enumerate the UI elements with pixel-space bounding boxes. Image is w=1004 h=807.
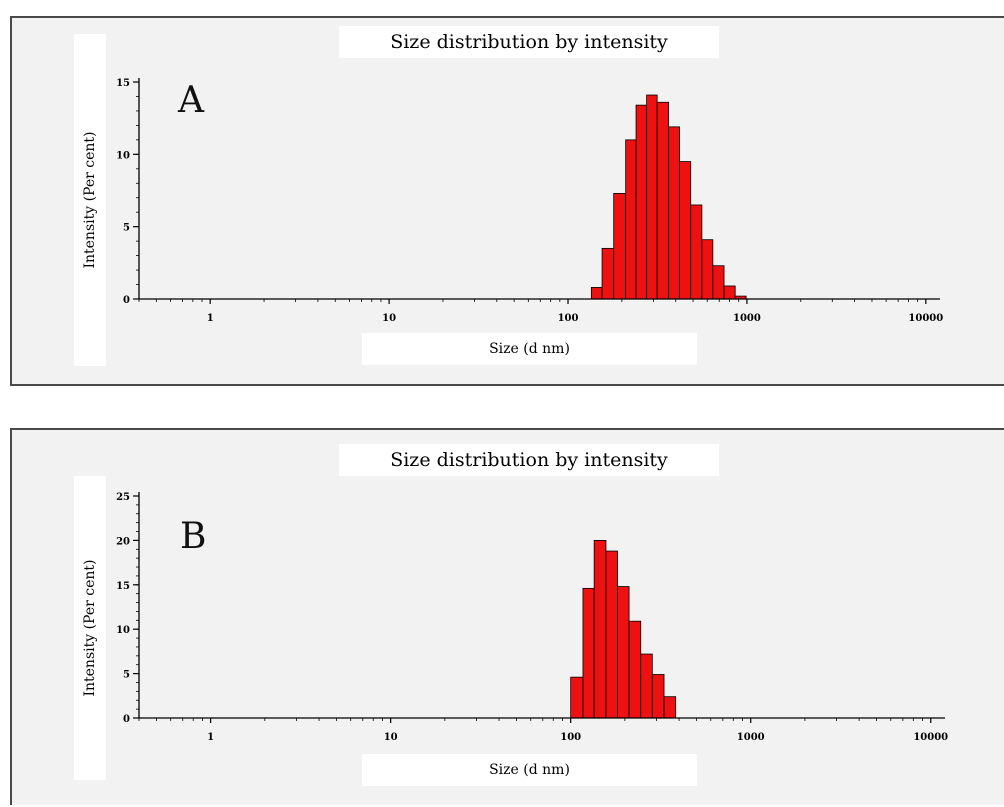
bar xyxy=(690,204,703,300)
x-tick-label: 1000 xyxy=(737,732,765,743)
y-tick-label: 25 xyxy=(116,492,130,503)
bar xyxy=(605,550,618,719)
bar xyxy=(593,540,607,719)
x-tick-label: 1000 xyxy=(733,313,761,324)
bar xyxy=(651,674,665,719)
x-tick-label: 1 xyxy=(207,313,214,324)
y-tick-label: 20 xyxy=(116,536,130,547)
x-axis-label: Size (d nm) xyxy=(362,754,697,786)
y-axis-label-box: Intensity (Per cent) xyxy=(74,476,106,780)
bar xyxy=(701,239,714,300)
x-tick-label: 10 xyxy=(382,313,396,324)
y-tick-label: 0 xyxy=(123,295,130,306)
bar xyxy=(617,586,630,719)
bar xyxy=(635,104,648,300)
plot-area: 0 5 10 15 20 25 1 10 100 1000 10000 xyxy=(116,492,948,743)
bar xyxy=(625,139,637,300)
bar xyxy=(668,126,680,300)
bar xyxy=(628,620,642,719)
y-tick-label: 10 xyxy=(116,625,130,636)
bar xyxy=(656,101,670,300)
y-tick-label: 0 xyxy=(123,714,130,725)
bar xyxy=(590,287,603,300)
bar xyxy=(663,696,677,719)
plot-area: 0 5 10 15 1 10 100 1000 10000 xyxy=(116,78,943,324)
chart-title: Size distribution by intensity xyxy=(339,26,719,58)
x-tick-label: 1 xyxy=(207,732,214,743)
bar xyxy=(601,247,615,300)
chart-panel-b: Size distribution by intensity Intensity… xyxy=(10,428,1004,805)
x-tick-label: 100 xyxy=(558,313,579,324)
x-axis-label: Size (d nm) xyxy=(362,333,697,365)
panel-letter: A xyxy=(178,80,204,121)
bar xyxy=(712,265,725,300)
x-tick-label: 10 xyxy=(384,732,398,743)
x-tick-label: 100 xyxy=(560,732,581,743)
y-tick-label: 15 xyxy=(116,581,130,592)
bar xyxy=(582,587,595,719)
bar xyxy=(570,676,584,719)
y-tick-label: 10 xyxy=(116,150,130,161)
panel-letter: B xyxy=(180,516,207,557)
y-axis-label-box: Intensity (Per cent) xyxy=(74,34,106,366)
chart-title: Size distribution by intensity xyxy=(339,444,719,476)
bar xyxy=(723,285,736,300)
x-tick-label: 10000 xyxy=(908,313,943,324)
x-tick-label: 10000 xyxy=(913,732,948,743)
bar xyxy=(646,94,658,300)
y-tick-label: 5 xyxy=(123,223,130,234)
bar xyxy=(679,161,692,300)
y-tick-label: 5 xyxy=(123,670,130,681)
y-tick-label: 15 xyxy=(116,78,130,89)
chart-panel-a: Size distribution by intensity Intensity… xyxy=(10,16,1004,386)
bar xyxy=(640,653,653,719)
bar xyxy=(613,192,627,300)
